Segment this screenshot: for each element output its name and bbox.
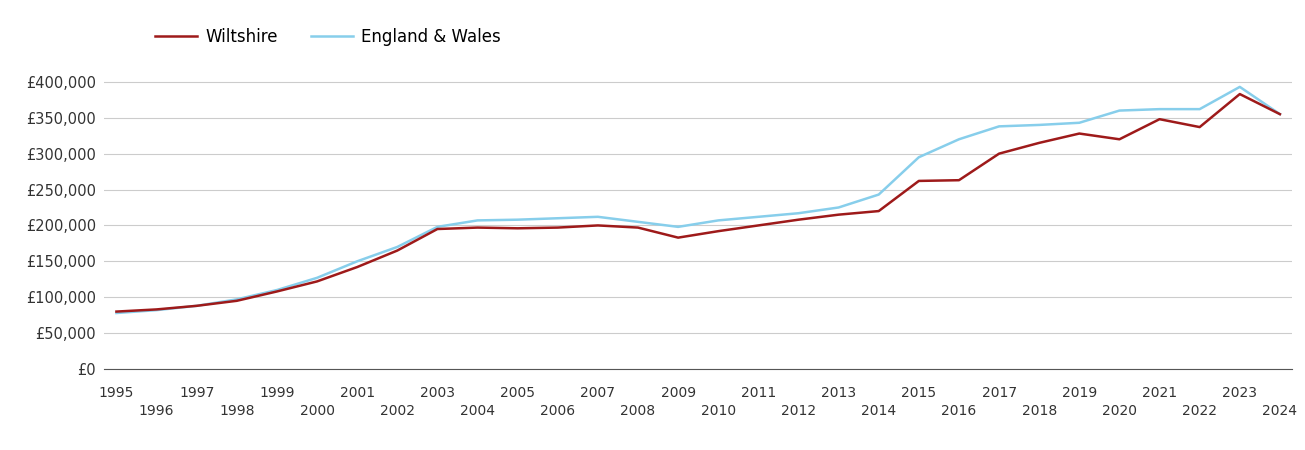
Wiltshire: [189, 303, 205, 309]
Wiltshire: [590, 223, 606, 228]
Wiltshire: [1071, 131, 1087, 136]
Text: 2023: 2023: [1223, 386, 1257, 400]
Wiltshire: [1112, 137, 1128, 142]
Wiltshire: [951, 177, 967, 183]
Text: 2019: 2019: [1062, 386, 1098, 400]
England & Wales: [549, 216, 565, 221]
Wiltshire: [1031, 140, 1047, 146]
Text: 2003: 2003: [420, 386, 455, 400]
England & Wales: [510, 217, 526, 222]
England & Wales: [870, 192, 886, 197]
England & Wales: [831, 205, 847, 210]
Wiltshire: [269, 289, 284, 294]
England & Wales: [309, 275, 325, 280]
England & Wales: [1031, 122, 1047, 128]
England & Wales: [791, 211, 806, 216]
Text: 2012: 2012: [780, 404, 816, 418]
Text: 2007: 2007: [581, 386, 616, 400]
England & Wales: [630, 219, 646, 225]
Text: 1999: 1999: [260, 386, 295, 400]
Text: 2015: 2015: [902, 386, 937, 400]
Text: 2008: 2008: [620, 404, 655, 418]
England & Wales: [1071, 120, 1087, 126]
Text: 2011: 2011: [741, 386, 776, 400]
Wiltshire: [911, 178, 927, 184]
Text: 1997: 1997: [179, 386, 214, 400]
Text: 2005: 2005: [500, 386, 535, 400]
England & Wales: [149, 307, 164, 313]
Text: 2001: 2001: [339, 386, 375, 400]
Wiltshire: [1232, 91, 1248, 97]
Text: 1998: 1998: [219, 404, 254, 418]
England & Wales: [108, 310, 124, 316]
England & Wales: [911, 154, 927, 160]
Wiltshire: [791, 217, 806, 222]
Text: 2004: 2004: [461, 404, 495, 418]
Wiltshire: [309, 279, 325, 284]
Text: 1996: 1996: [138, 404, 175, 418]
England & Wales: [189, 303, 205, 309]
Text: 1995: 1995: [99, 386, 134, 400]
England & Wales: [951, 137, 967, 142]
Text: 2013: 2013: [821, 386, 856, 400]
Text: 2000: 2000: [300, 404, 334, 418]
Line: England & Wales: England & Wales: [116, 87, 1280, 313]
England & Wales: [389, 244, 405, 250]
Wiltshire: [750, 223, 766, 228]
England & Wales: [1272, 112, 1288, 117]
Wiltshire: [1191, 124, 1207, 130]
Text: 2021: 2021: [1142, 386, 1177, 400]
England & Wales: [710, 218, 726, 223]
England & Wales: [269, 288, 284, 293]
England & Wales: [1152, 107, 1168, 112]
Wiltshire: [470, 225, 485, 230]
England & Wales: [228, 297, 244, 302]
Text: 2010: 2010: [701, 404, 736, 418]
Wiltshire: [350, 264, 365, 270]
Wiltshire: [671, 235, 686, 240]
Wiltshire: [630, 225, 646, 230]
Text: 2002: 2002: [380, 404, 415, 418]
Wiltshire: [710, 229, 726, 234]
Wiltshire: [389, 248, 405, 253]
Text: 2024: 2024: [1262, 404, 1297, 418]
Line: Wiltshire: Wiltshire: [116, 94, 1280, 311]
England & Wales: [1112, 108, 1128, 113]
Wiltshire: [1152, 117, 1168, 122]
England & Wales: [350, 259, 365, 264]
England & Wales: [1232, 84, 1248, 90]
Wiltshire: [108, 309, 124, 314]
Wiltshire: [831, 212, 847, 217]
Wiltshire: [1272, 112, 1288, 117]
Wiltshire: [549, 225, 565, 230]
Text: 2016: 2016: [941, 404, 976, 418]
England & Wales: [429, 224, 445, 230]
Wiltshire: [510, 225, 526, 231]
Text: 2009: 2009: [660, 386, 696, 400]
Wiltshire: [149, 307, 164, 312]
England & Wales: [470, 218, 485, 223]
Wiltshire: [228, 298, 244, 303]
England & Wales: [590, 214, 606, 220]
Legend: Wiltshire, England & Wales: Wiltshire, England & Wales: [149, 22, 508, 53]
Text: 2017: 2017: [981, 386, 1017, 400]
England & Wales: [1191, 107, 1207, 112]
Text: 2018: 2018: [1022, 404, 1057, 418]
Text: 2014: 2014: [861, 404, 897, 418]
England & Wales: [750, 214, 766, 220]
Text: 2020: 2020: [1101, 404, 1137, 418]
Wiltshire: [992, 151, 1007, 156]
Wiltshire: [870, 208, 886, 214]
Text: 2022: 2022: [1182, 404, 1218, 418]
Wiltshire: [429, 226, 445, 232]
Text: 2006: 2006: [540, 404, 576, 418]
England & Wales: [992, 124, 1007, 129]
England & Wales: [671, 224, 686, 230]
